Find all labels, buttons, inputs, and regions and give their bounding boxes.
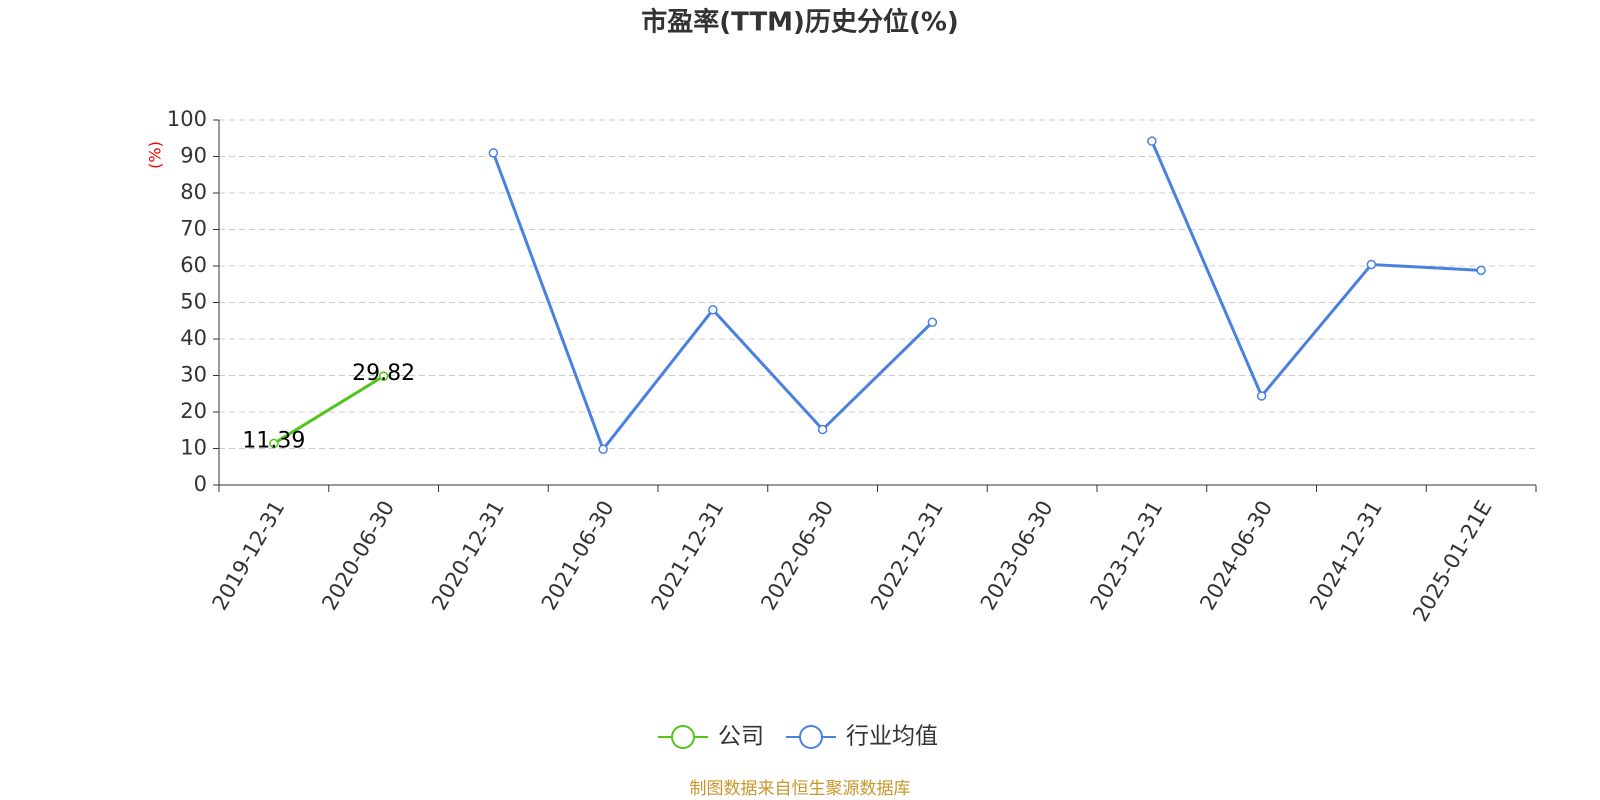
x-tick-label: 2021-12-31 [647, 497, 729, 615]
data-point [817, 424, 828, 435]
y-tick-label: 10 [180, 436, 207, 460]
x-tick-label: 2020-06-30 [317, 497, 399, 615]
y-tick-label: 20 [180, 399, 207, 423]
legend-label: 行业均值 [846, 724, 938, 750]
series-line [273, 374, 385, 445]
x-tick-label: 2022-06-30 [756, 497, 838, 615]
x-tick-label: 2025-01-21E [1408, 497, 1496, 626]
data-point [708, 305, 718, 315]
x-tick-label: 2022-12-31 [866, 497, 948, 615]
data-point [1476, 265, 1486, 276]
legend-label: 公司 [718, 724, 764, 750]
source-note: 制图数据来自恒生聚源数据库 [690, 779, 911, 799]
data-label: 29.82 [352, 361, 415, 386]
y-tick-label: 60 [180, 253, 207, 277]
data-point [1147, 136, 1157, 146]
data-point [269, 438, 279, 449]
y-axis-label: (%) [146, 141, 165, 169]
y-tick-label: 0 [194, 472, 207, 496]
series-line [491, 140, 1482, 453]
x-tick-label: 2024-06-30 [1195, 497, 1277, 615]
x-tick-label: 2023-06-30 [976, 497, 1058, 615]
data-point [1366, 259, 1377, 270]
data-point [1256, 391, 1267, 401]
legend-marker [799, 725, 823, 749]
data-point [488, 148, 499, 158]
x-tick-label: 2021-06-30 [537, 497, 619, 615]
chart-title: 市盈率(TTM)历史分位(%) [641, 7, 959, 38]
y-tick-label: 40 [180, 326, 207, 350]
y-tick-label: 50 [180, 290, 207, 314]
y-tick-label: 100 [167, 107, 207, 131]
x-tick-label: 2023-12-31 [1086, 497, 1168, 615]
y-tick-label: 70 [180, 217, 207, 241]
y-tick-label: 90 [180, 144, 207, 168]
x-tick-label: 2020-12-31 [427, 497, 509, 615]
x-tick-label: 2019-12-31 [208, 497, 290, 615]
x-tick-label: 2024-12-31 [1305, 497, 1387, 615]
y-tick-label: 30 [180, 363, 207, 387]
legend-marker [671, 725, 695, 749]
y-tick-label: 80 [180, 180, 207, 204]
data-point [927, 317, 938, 327]
data-point [598, 444, 608, 454]
data-point [378, 371, 389, 381]
data-label: 11.39 [242, 428, 305, 453]
